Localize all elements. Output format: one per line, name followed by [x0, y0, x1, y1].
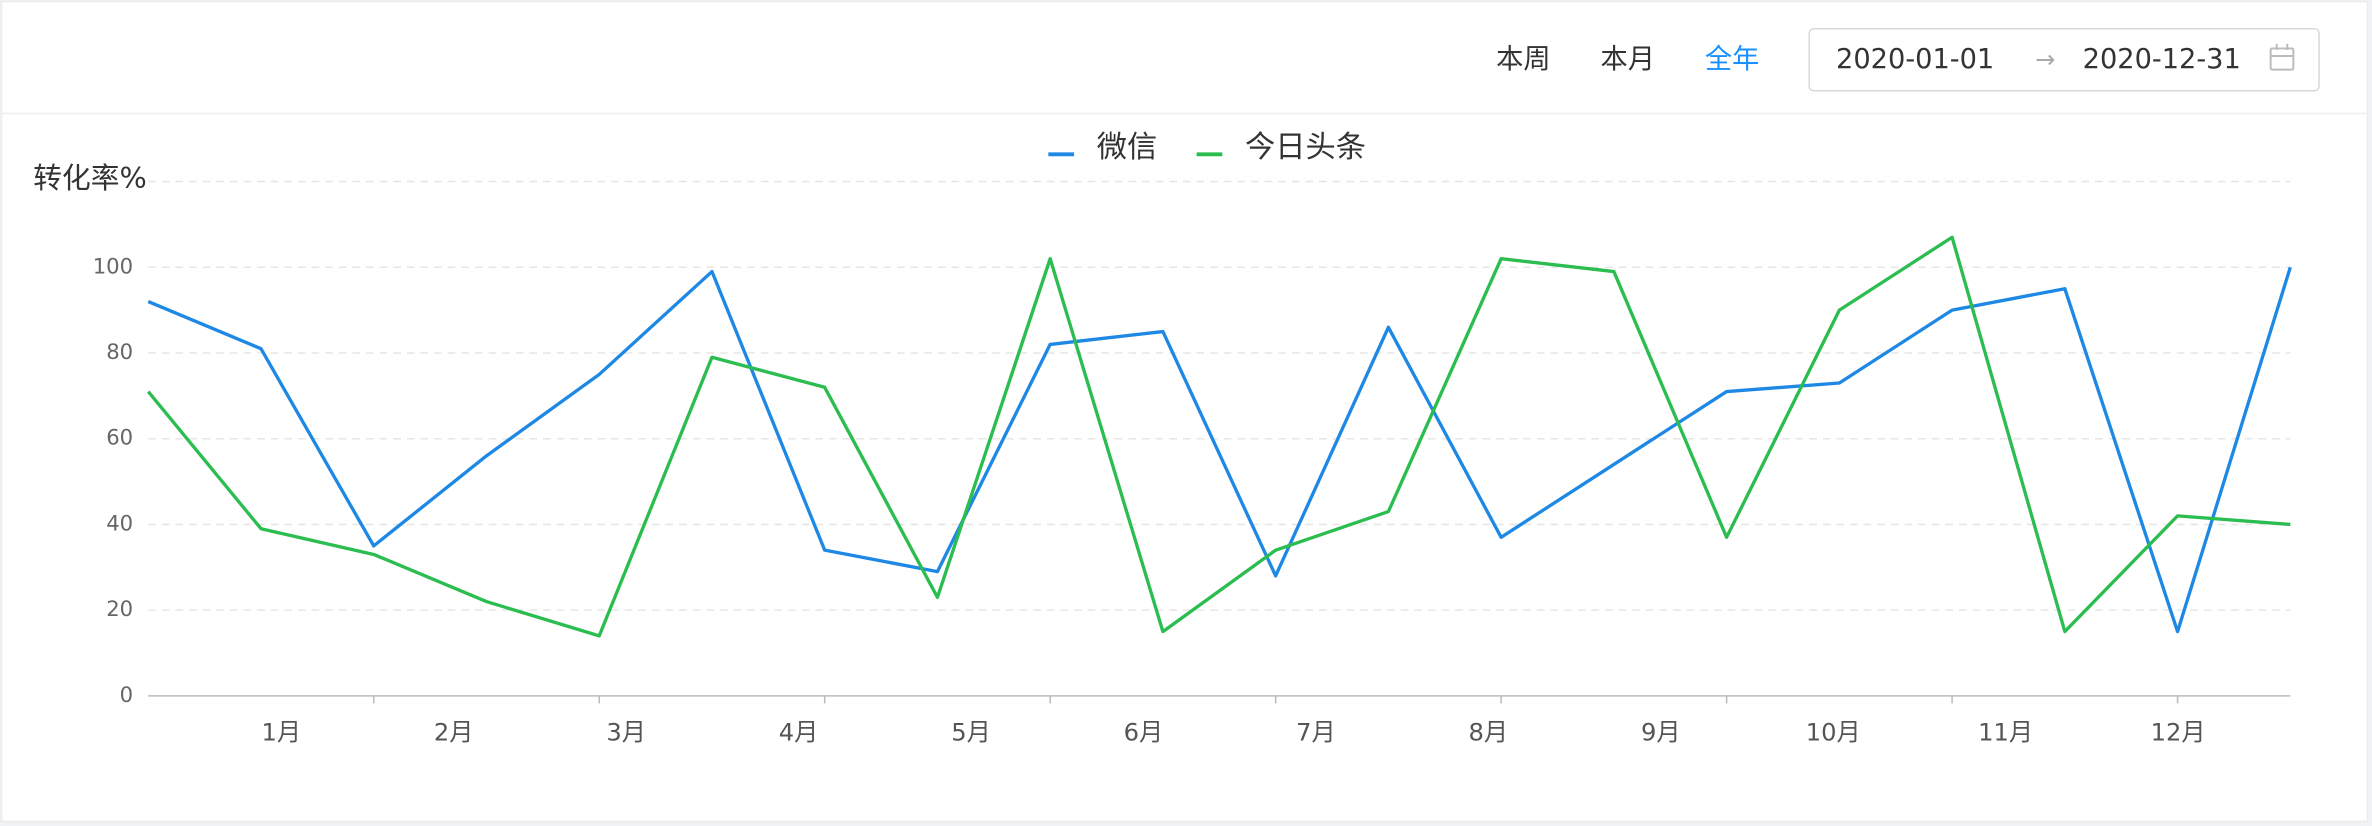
y-tick-label: 80: [106, 339, 133, 364]
range-button[interactable]: 本月: [1600, 44, 1654, 75]
range-arrow: →: [2035, 46, 2055, 74]
y-tick-label: 40: [106, 510, 133, 535]
calendar-icon[interactable]: [2269, 43, 2295, 71]
legend-label[interactable]: 微信: [1097, 130, 1158, 165]
legend-label[interactable]: 今日头条: [1245, 130, 1366, 165]
start-date[interactable]: 2020-01-01: [1836, 44, 1994, 75]
end-date[interactable]: 2020-12-31: [2083, 44, 2241, 75]
date-range-picker[interactable]: [1808, 28, 2320, 92]
y-tick-label: 20: [106, 596, 133, 621]
x-tick-label: 11月: [1978, 719, 2033, 747]
x-tick-label: 4月: [779, 719, 819, 747]
x-tick-label: 10月: [1806, 719, 1861, 747]
x-tick-label: 2月: [434, 719, 474, 747]
x-tick-label: 3月: [606, 719, 646, 747]
range-button[interactable]: 全年: [1705, 44, 1759, 75]
x-tick-label: 9月: [1641, 719, 1681, 747]
y-tick-label: 100: [93, 253, 133, 278]
y-axis-title: 转化率%: [33, 161, 147, 195]
x-tick-label: 12月: [2151, 719, 2206, 747]
y-tick-label: 60: [106, 425, 133, 450]
x-tick-label: 1月: [261, 719, 301, 747]
x-tick-label: 6月: [1124, 719, 1164, 747]
x-tick-label: 5月: [951, 719, 991, 747]
series-line: [146, 235, 2291, 638]
x-tick-label: 7月: [1296, 719, 1336, 747]
series-line: [147, 266, 2292, 634]
range-button[interactable]: 本周: [1496, 44, 1550, 75]
y-tick-label: 0: [120, 682, 133, 707]
x-tick-label: 8月: [1469, 719, 1509, 747]
